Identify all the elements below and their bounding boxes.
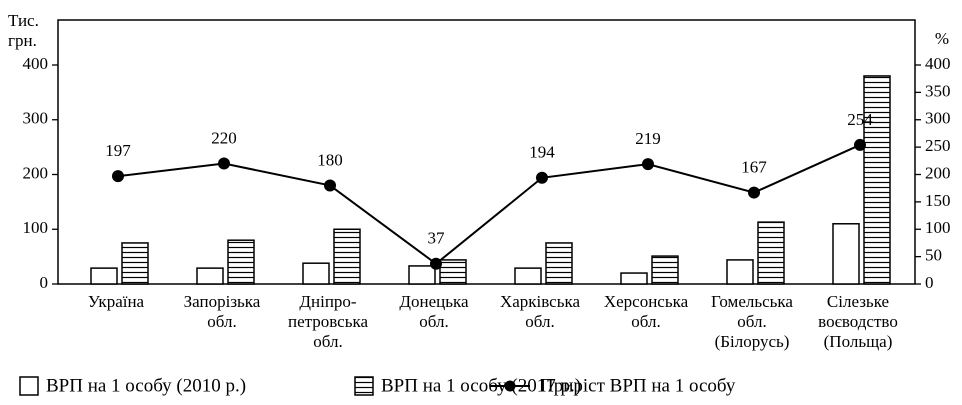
legend-label: ВРП на 1 особу (2017 р.): [381, 375, 581, 396]
data-label: 194: [529, 143, 555, 162]
y2-tick-label: 200: [925, 163, 951, 182]
x-tick-label: Донецька: [399, 292, 469, 311]
bar: [514, 267, 542, 285]
y-tick-label: 300: [23, 109, 49, 128]
bar: [651, 255, 679, 285]
point: [748, 186, 760, 199]
y2-tick-label: 100: [925, 218, 951, 237]
x-tick-label: обл.: [313, 332, 342, 351]
legend-swatch: [354, 376, 374, 396]
x-tick-label: петровська: [288, 312, 369, 331]
x-tick-label: обл.: [737, 312, 766, 331]
data-label: 180: [317, 150, 343, 169]
y2-tick-label: 400: [925, 54, 951, 73]
y2-tick-label: 300: [925, 109, 951, 128]
data-label: 197: [105, 141, 131, 160]
line: [117, 144, 861, 266]
x-tick-label: Запорізька: [184, 292, 261, 311]
y-tick-label: 200: [23, 163, 49, 182]
bar: [408, 265, 436, 285]
bar: [757, 221, 785, 285]
bar: [726, 259, 754, 285]
x-tick-label: воєводство: [818, 312, 898, 331]
bar: [832, 223, 860, 285]
x-tick-label: обл.: [525, 312, 554, 331]
y-axis-label: грн.: [8, 31, 37, 50]
point: [536, 171, 548, 184]
x-tick-label: обл.: [631, 312, 660, 331]
y2-tick-label: 150: [925, 191, 951, 210]
bar: [620, 272, 648, 285]
point: [324, 179, 336, 192]
y2-tick-label: 50: [925, 246, 942, 265]
point: [642, 158, 654, 171]
bar: [863, 75, 891, 285]
y-tick-label: 100: [23, 218, 49, 237]
bar: [121, 242, 149, 285]
legend-label: Приріст ВРП на 1 особу: [540, 375, 736, 396]
data-label: 220: [211, 128, 237, 147]
bar: [196, 267, 224, 285]
bar: [333, 228, 361, 285]
bar: [545, 242, 573, 285]
bar: [439, 259, 467, 285]
point: [218, 157, 230, 170]
x-tick-label: обл.: [419, 312, 448, 331]
data-label: 254: [847, 110, 873, 129]
y-tick-label: 0: [40, 273, 49, 292]
x-tick-label: Україна: [88, 292, 145, 311]
x-tick-label: (Білорусь): [715, 332, 790, 351]
y2-tick-label: 250: [925, 136, 951, 155]
y-tick-label: 400: [23, 54, 49, 73]
y2-tick-label: 350: [925, 81, 951, 100]
point: [854, 138, 866, 151]
x-tick-label: Дніпро-: [299, 292, 357, 311]
x-tick-label: обл.: [207, 312, 236, 331]
x-tick-label: Херсонська: [604, 292, 689, 311]
legend-label: ВРП на 1 особу (2010 р.): [46, 375, 246, 396]
x-tick-label: Харківська: [500, 292, 581, 311]
y2-tick-label: 0: [925, 273, 934, 292]
point: [112, 170, 124, 183]
bar: [90, 267, 118, 285]
legend-swatch: [504, 380, 516, 392]
plot-frame: [57, 19, 916, 285]
data-label: 167: [741, 157, 767, 176]
y2-axis-label: %: [935, 29, 949, 48]
bar: [227, 239, 255, 285]
legend-swatch: [19, 376, 39, 396]
data-label: 219: [635, 129, 661, 148]
x-tick-label: Сілезьке: [827, 292, 889, 311]
x-tick-label: (Польща): [824, 332, 893, 351]
bar: [302, 262, 330, 285]
data-label: 37: [428, 229, 446, 248]
point: [430, 257, 442, 270]
x-tick-label: Гомельська: [711, 292, 793, 311]
y-axis-label: Тис.: [8, 11, 39, 30]
